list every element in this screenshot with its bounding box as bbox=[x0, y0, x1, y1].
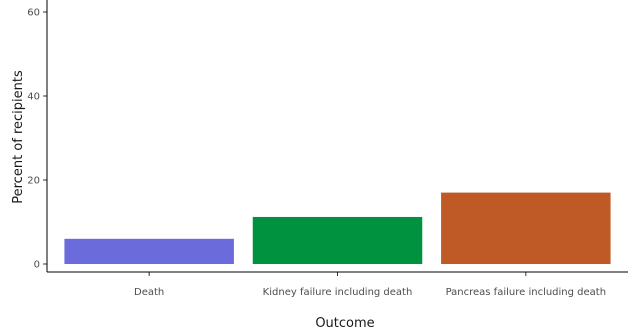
bar-0 bbox=[64, 238, 234, 264]
bar-2 bbox=[441, 192, 611, 264]
bar-1 bbox=[252, 216, 423, 264]
x-axis-title: Outcome bbox=[315, 316, 374, 328]
y-tick-label: 20 bbox=[27, 176, 40, 187]
x-tick-label: Death bbox=[134, 287, 164, 298]
x-ticks: Death Kidney failure including death Pancr… bbox=[134, 272, 606, 298]
y-tick-label: 0 bbox=[34, 260, 40, 271]
y-tick-label: 60 bbox=[27, 8, 40, 19]
y-axis-title: Percent of recipients bbox=[11, 70, 26, 204]
bars bbox=[64, 192, 611, 264]
y-ticks: 0 20 40 60 bbox=[27, 8, 47, 271]
y-tick-label: 40 bbox=[27, 92, 40, 103]
x-tick-label: Kidney failure including death bbox=[263, 287, 413, 298]
x-tick-label: Pancreas failure including death bbox=[446, 287, 606, 298]
